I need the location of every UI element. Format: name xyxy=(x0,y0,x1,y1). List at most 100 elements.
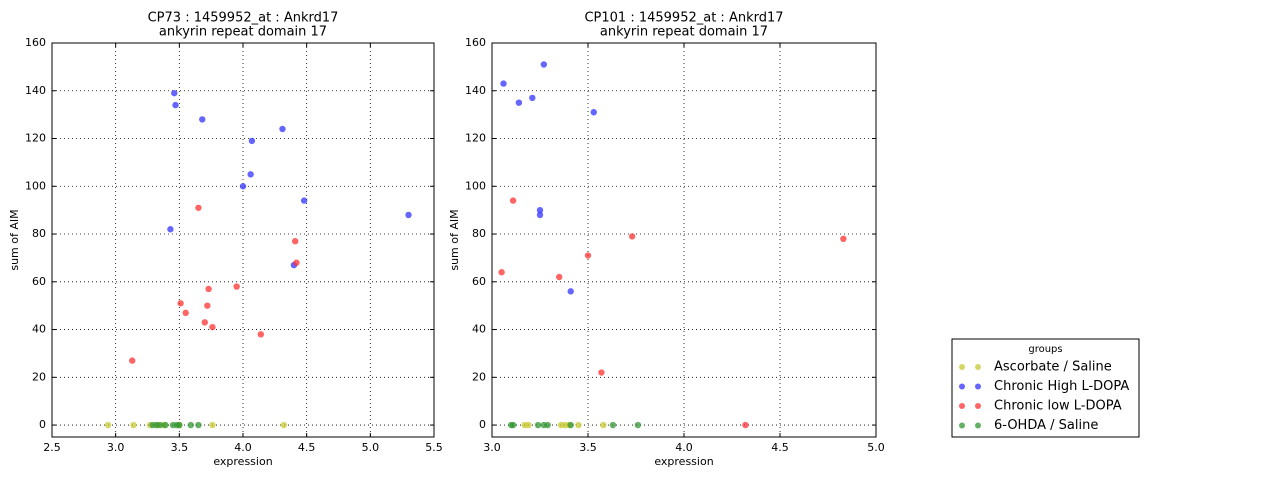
legend-label: Chronic High L-DOPA xyxy=(994,379,1129,394)
legend-label: 6-OHDA / Saline xyxy=(994,418,1098,433)
data-point xyxy=(187,421,194,429)
x-tick-label: 3.5 xyxy=(579,441,597,454)
data-point xyxy=(634,421,642,429)
data-point xyxy=(590,109,597,116)
plot-frame xyxy=(51,42,435,438)
y-tick-label: 140 xyxy=(465,84,486,97)
data-point xyxy=(529,94,536,102)
data-point xyxy=(405,211,412,219)
data-point xyxy=(600,421,607,429)
data-point xyxy=(162,421,169,429)
chart-title: CP101 : 1459952_at : Ankrd17 xyxy=(584,11,783,26)
data-point xyxy=(540,61,548,68)
data-point xyxy=(177,300,184,307)
data-point xyxy=(129,357,136,364)
legend-title: groups xyxy=(1028,344,1062,355)
y-tick-label: 80 xyxy=(472,227,486,240)
data-point xyxy=(742,421,749,429)
x-tick-label: 2.5 xyxy=(43,441,61,454)
data-point xyxy=(239,183,247,190)
data-point xyxy=(536,206,544,214)
data-point xyxy=(157,421,164,429)
legend-label: Chronic low L-DOPA xyxy=(994,399,1122,414)
data-point xyxy=(509,421,517,429)
data-point xyxy=(195,204,202,211)
data-point xyxy=(544,421,551,429)
data-point xyxy=(171,89,178,97)
y-tick-label: 160 xyxy=(465,36,486,49)
x-tick-label: 3.0 xyxy=(483,441,501,454)
chart-subtitle: ankyrin repeat domain 17 xyxy=(159,25,327,40)
x-tick-label: 3.5 xyxy=(171,441,189,454)
data-point xyxy=(248,137,256,145)
data-point xyxy=(293,259,300,266)
legend-marker xyxy=(975,364,981,370)
data-point xyxy=(257,331,265,338)
data-point xyxy=(130,421,137,429)
legend-marker xyxy=(959,383,965,390)
data-point xyxy=(209,323,216,331)
legend-marker xyxy=(959,422,965,429)
y-tick-label: 40 xyxy=(32,323,46,336)
y-tick-label: 40 xyxy=(472,323,486,336)
x-tick-label: 5.0 xyxy=(362,441,380,454)
data-point xyxy=(195,421,202,429)
data-point xyxy=(280,421,287,429)
x-tick-label: 5.0 xyxy=(867,441,885,454)
data-point xyxy=(536,211,544,219)
x-axis-label: expression xyxy=(213,455,272,468)
data-point xyxy=(534,421,542,429)
data-point xyxy=(609,421,617,429)
y-tick-label: 0 xyxy=(39,418,46,431)
legend-label: Ascorbate / Saline xyxy=(994,360,1112,375)
chart-subtitle: ankyrin repeat domain 17 xyxy=(600,25,768,40)
x-tick-label: 4.0 xyxy=(675,441,693,454)
x-tick-label: 4.5 xyxy=(298,441,316,454)
y-tick-label: 60 xyxy=(472,275,486,288)
data-point xyxy=(525,421,532,429)
x-axis-label: expression xyxy=(654,455,713,468)
data-point xyxy=(500,80,507,87)
data-point xyxy=(598,369,605,376)
y-axis-label: sum of AIM xyxy=(8,209,21,270)
data-point xyxy=(204,302,211,309)
y-tick-label: 160 xyxy=(25,36,46,49)
legend-marker xyxy=(975,383,981,390)
plot-frame xyxy=(491,42,877,438)
data-point xyxy=(498,269,505,276)
data-point xyxy=(205,285,212,293)
x-tick-label: 4.5 xyxy=(771,441,789,454)
y-axis-label: sum of AIM xyxy=(448,209,461,270)
data-point xyxy=(584,252,592,259)
legend-marker xyxy=(959,403,965,409)
y-tick-label: 80 xyxy=(32,227,46,240)
data-point xyxy=(172,101,179,109)
x-tick-label: 4.0 xyxy=(234,441,252,454)
legend-marker xyxy=(959,364,965,370)
data-point xyxy=(199,116,206,123)
chart-title: CP73 : 1459952_at : Ankrd17 xyxy=(148,11,339,26)
data-point xyxy=(167,226,174,233)
data-point xyxy=(233,283,240,290)
legend-marker xyxy=(975,403,981,409)
y-tick-label: 100 xyxy=(25,179,46,192)
data-point xyxy=(104,421,112,429)
data-point xyxy=(515,99,523,106)
data-point xyxy=(300,197,308,204)
y-tick-label: 120 xyxy=(465,132,486,145)
data-point xyxy=(567,421,574,429)
data-point xyxy=(279,125,286,133)
data-point xyxy=(182,309,189,317)
data-point xyxy=(556,273,563,281)
y-tick-label: 0 xyxy=(479,418,486,431)
x-tick-label: 3.0 xyxy=(107,441,125,454)
legend-marker xyxy=(975,422,981,429)
data-point xyxy=(247,171,254,178)
data-point xyxy=(840,235,847,243)
y-tick-label: 60 xyxy=(32,275,46,288)
data-point xyxy=(201,319,208,326)
data-point xyxy=(292,237,299,245)
x-tick-label: 5.5 xyxy=(425,441,443,454)
